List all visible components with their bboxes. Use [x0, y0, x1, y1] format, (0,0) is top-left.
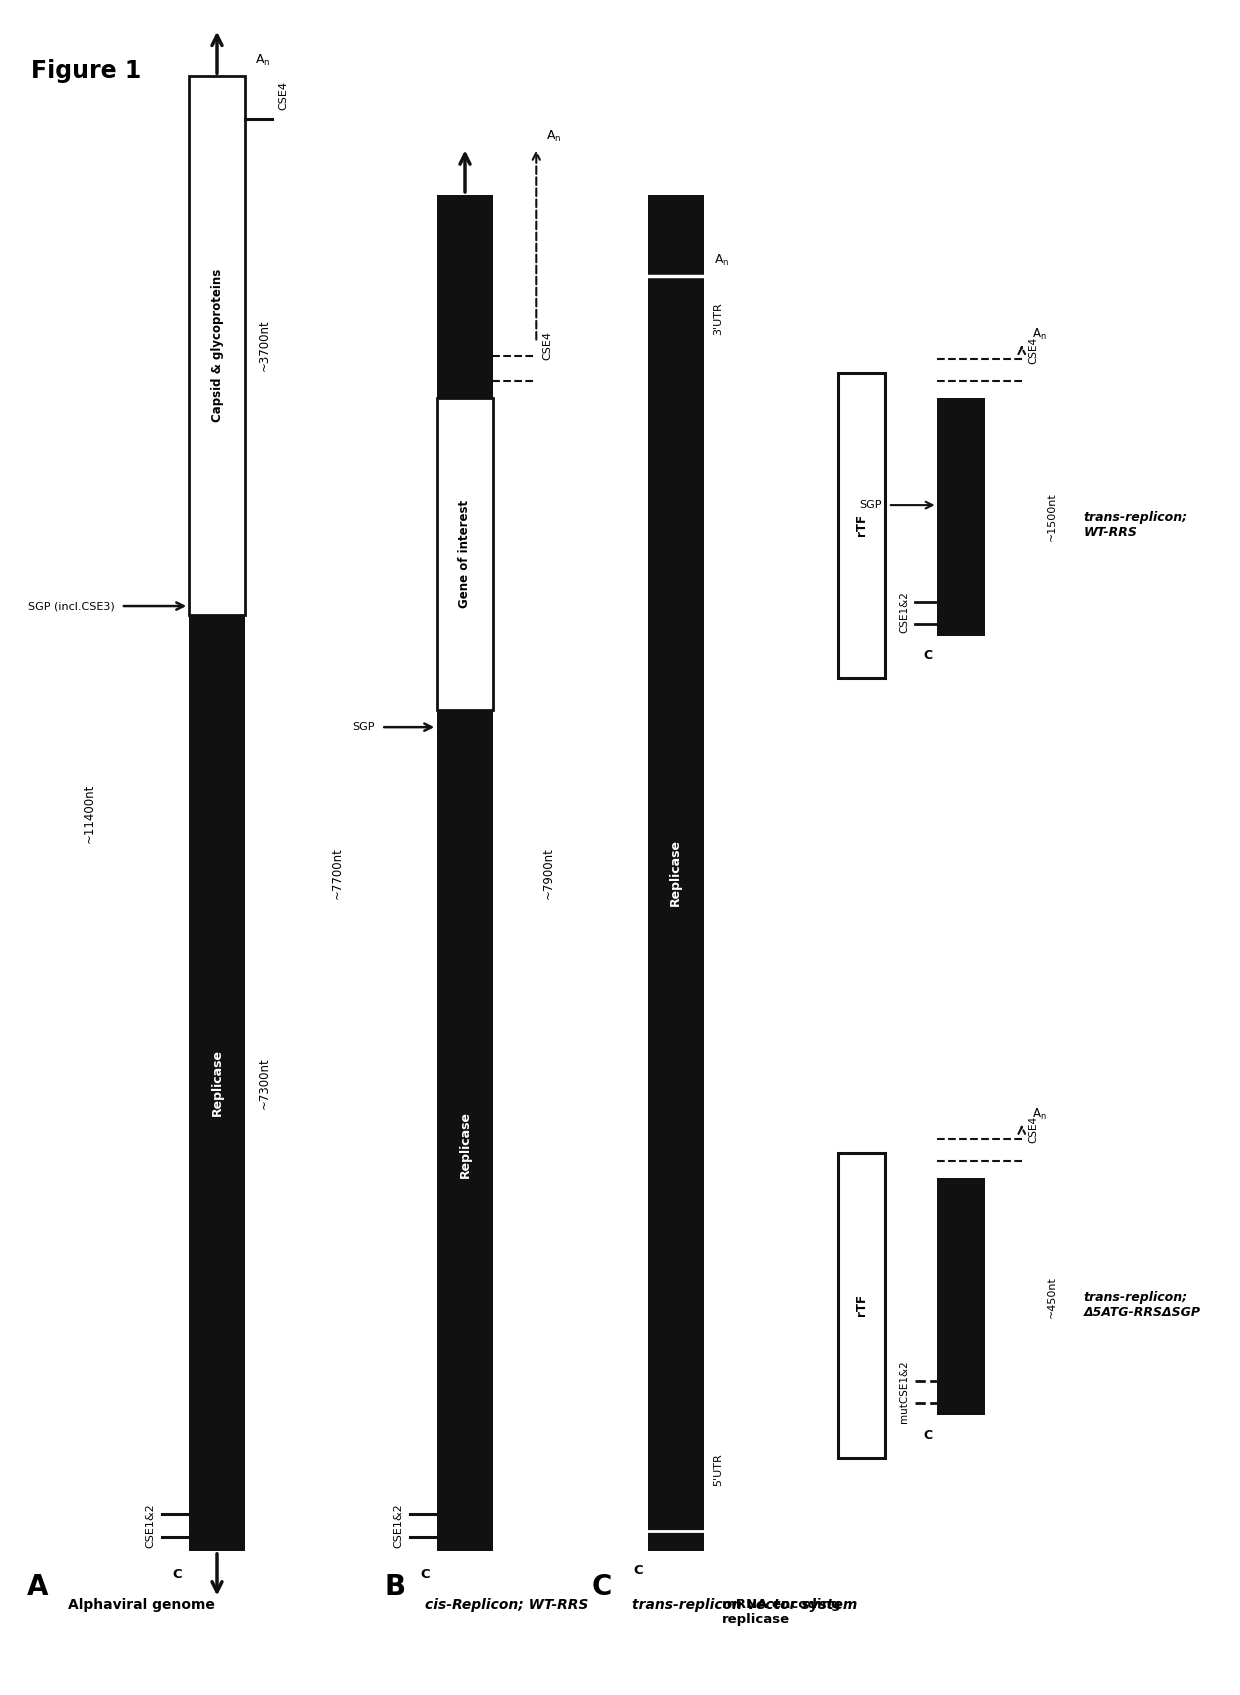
Text: SGP: SGP	[859, 500, 882, 510]
Text: cis-Replicon; WT-RRS: cis-Replicon; WT-RRS	[425, 1598, 589, 1612]
Text: trans-replicon;
WT-RRS: trans-replicon; WT-RRS	[1084, 512, 1188, 539]
Text: ~3700nt: ~3700nt	[258, 320, 270, 371]
Text: A: A	[27, 1573, 48, 1602]
Text: ~1500nt: ~1500nt	[1047, 493, 1056, 541]
Text: C: C	[923, 649, 932, 663]
Text: ~450nt: ~450nt	[1047, 1276, 1056, 1317]
Bar	[838, 373, 885, 678]
Text: trans-replicon;
Δ5ATG-RRSΔSGP: trans-replicon; Δ5ATG-RRSΔSGP	[1084, 1292, 1200, 1319]
Text: C: C	[923, 1429, 932, 1442]
Bar	[937, 398, 985, 636]
Text: CSE4: CSE4	[1028, 336, 1038, 363]
Bar	[188, 615, 246, 1551]
Bar	[436, 195, 492, 1551]
Text: ~7300nt: ~7300nt	[258, 1058, 270, 1109]
Text: C: C	[172, 1568, 181, 1581]
Bar	[649, 195, 704, 1551]
Text: CSE1&2: CSE1&2	[899, 592, 909, 632]
Text: Capsid & glycoproteins: Capsid & glycoproteins	[211, 270, 223, 422]
Bar	[937, 1178, 985, 1415]
Text: A$_\mathregular{n}$: A$_\mathregular{n}$	[255, 53, 270, 68]
Text: ~7700nt: ~7700nt	[331, 848, 343, 898]
Text: mutCSE1&2: mutCSE1&2	[899, 1359, 909, 1424]
Text: A$_\mathregular{n}$: A$_\mathregular{n}$	[1032, 1107, 1047, 1122]
Text: SGP (incl.CSE3): SGP (incl.CSE3)	[29, 602, 114, 610]
Text: Figure 1: Figure 1	[31, 59, 141, 83]
Text: 5'UTR: 5'UTR	[714, 1453, 724, 1487]
Text: SGP: SGP	[352, 722, 374, 732]
Text: A$_\mathregular{n}$: A$_\mathregular{n}$	[1032, 327, 1047, 342]
Text: ~7900nt: ~7900nt	[542, 848, 556, 898]
Text: rTF: rTF	[856, 1295, 868, 1315]
Text: ~11400nt: ~11400nt	[83, 783, 97, 844]
Text: CSE4: CSE4	[543, 331, 553, 361]
Text: C: C	[591, 1573, 611, 1602]
Text: Gene of interest: Gene of interest	[459, 500, 471, 609]
Bar	[436, 398, 492, 710]
Text: CSE4: CSE4	[1028, 1115, 1038, 1144]
Text: C: C	[420, 1568, 429, 1581]
Text: Replicase: Replicase	[211, 1049, 223, 1117]
Text: Replicase: Replicase	[459, 1110, 471, 1178]
Text: CSE1&2: CSE1&2	[393, 1503, 403, 1548]
Text: B: B	[384, 1573, 405, 1602]
Text: Alphaviral genome: Alphaviral genome	[68, 1598, 215, 1612]
Text: 3'UTR: 3'UTR	[714, 302, 724, 336]
Text: trans-replicon vector system: trans-replicon vector system	[632, 1598, 858, 1612]
Text: C: C	[634, 1564, 642, 1578]
Text: mRNA encoding
replicase: mRNA encoding replicase	[722, 1598, 841, 1627]
Text: A$_\mathregular{n}$: A$_\mathregular{n}$	[546, 129, 562, 144]
Text: rTF: rTF	[856, 515, 868, 536]
Text: A$_\mathregular{n}$: A$_\mathregular{n}$	[714, 253, 729, 268]
Bar	[838, 1153, 885, 1458]
Text: Replicase: Replicase	[670, 839, 682, 907]
Text: CSE1&2: CSE1&2	[145, 1503, 156, 1548]
Text: CSE4: CSE4	[278, 81, 289, 110]
Bar	[188, 76, 246, 615]
